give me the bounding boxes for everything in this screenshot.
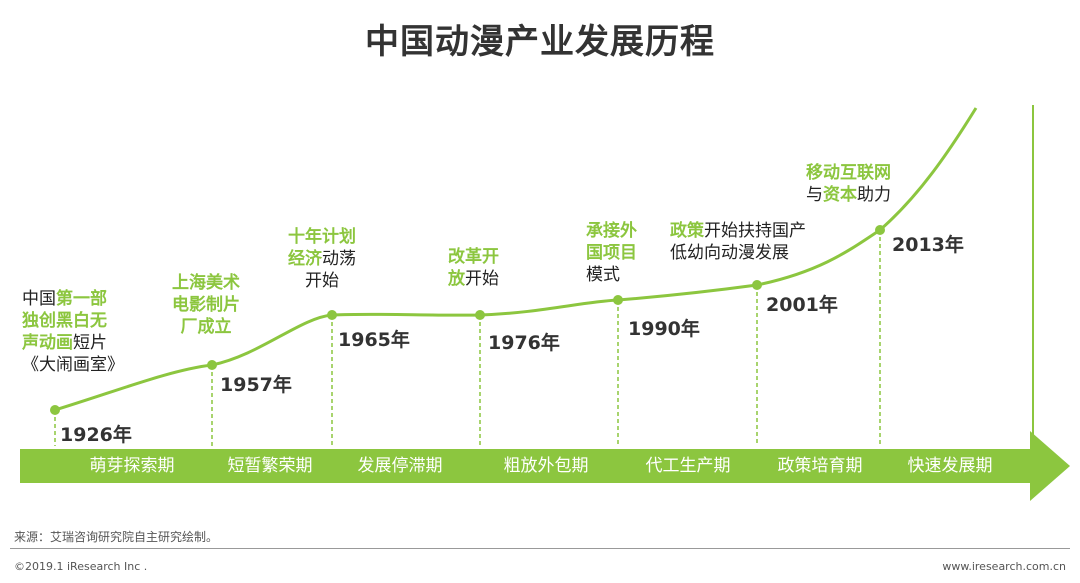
milestone-point xyxy=(875,225,885,235)
event-text-highlight: 独创黑白无 xyxy=(22,311,107,331)
event-text: 动荡 xyxy=(322,249,356,269)
event-text: 开始 xyxy=(305,271,339,291)
milestone-event: 中国第一部 独创黑白无 声动画短片 《大闹画室》 xyxy=(22,288,124,376)
footer-divider xyxy=(10,548,1070,549)
page-title: 中国动漫产业发展历程 xyxy=(365,22,715,62)
event-text: 模式 xyxy=(586,265,620,285)
event-text-highlight: 资本 xyxy=(823,185,857,205)
event-text-highlight: 上海美术 xyxy=(172,273,240,293)
milestone-year: 1976年 xyxy=(488,332,560,354)
milestone-event: 政策开始扶持国产 低幼向动漫发展 xyxy=(670,220,806,264)
event-text-highlight: 第一部 xyxy=(56,289,107,309)
milestone-year: 1957年 xyxy=(220,374,292,396)
event-text-highlight: 承接外 xyxy=(586,221,637,241)
milestone-event: 十年计划 经济动荡 开始 xyxy=(288,226,356,292)
event-text-highlight: 政策 xyxy=(670,221,704,241)
milestone-point xyxy=(613,295,623,305)
event-text: 开始扶持国产 xyxy=(704,221,806,241)
milestone-year: 2013年 xyxy=(892,234,964,256)
event-text: 低幼向动漫发展 xyxy=(670,243,789,263)
timeline-arrow-head xyxy=(1030,431,1070,501)
milestone-year: 1990年 xyxy=(628,318,700,340)
site-url: www.iresearch.com.cn xyxy=(942,560,1066,573)
source-note: 来源：艾瑞咨询研究院自主研究绘制。 xyxy=(14,530,219,544)
event-text: 助力 xyxy=(857,185,891,205)
event-text: 《大闹画室》 xyxy=(22,355,124,375)
milestone-year: 1965年 xyxy=(338,329,410,351)
event-text: 与 xyxy=(806,185,823,205)
event-text-highlight: 移动互联网 xyxy=(806,163,891,183)
copyright-text: ©2019.1 iResearch Inc . xyxy=(14,560,148,573)
phase-label: 政策培育期 xyxy=(777,456,863,476)
event-text-highlight: 经济 xyxy=(288,249,322,269)
milestone-event: 承接外 国项目 模式 xyxy=(586,220,637,286)
event-text-highlight: 声动画 xyxy=(22,333,73,353)
milestone-year: 2001年 xyxy=(766,294,838,316)
milestone-year: 1926年 xyxy=(60,424,132,446)
event-text: 中国 xyxy=(22,289,56,309)
phase-label: 短暂繁荣期 xyxy=(227,456,313,476)
milestone-event: 改革开 放开始 xyxy=(448,246,499,290)
event-text-highlight: 放 xyxy=(448,269,465,289)
milestone-event: 移动互联网 与资本助力 xyxy=(806,162,891,206)
phase-label: 粗放外包期 xyxy=(503,456,589,476)
phase-label: 萌芽探索期 xyxy=(89,456,175,476)
milestone-point xyxy=(475,310,485,320)
phase-label: 代工生产期 xyxy=(645,456,731,476)
event-text-highlight: 十年计划 xyxy=(288,227,356,247)
event-text-highlight: 厂成立 xyxy=(180,317,232,337)
event-text: 开始 xyxy=(465,269,499,289)
event-text-highlight: 改革开 xyxy=(448,247,499,267)
event-text: 短片 xyxy=(73,333,107,353)
phase-label: 快速发展期 xyxy=(907,456,993,476)
milestone-point xyxy=(207,360,217,370)
phase-label: 发展停滞期 xyxy=(357,456,443,476)
milestone-event: 上海美术 电影制片 厂成立 xyxy=(172,272,240,338)
event-text-highlight: 电影制片 xyxy=(172,295,240,315)
event-text-highlight: 国项目 xyxy=(586,243,637,263)
milestone-point xyxy=(752,280,762,290)
milestone-point xyxy=(50,405,60,415)
timeline-arrow-bar xyxy=(20,449,1032,483)
growth-curve xyxy=(54,107,978,412)
milestone-point xyxy=(327,310,337,320)
